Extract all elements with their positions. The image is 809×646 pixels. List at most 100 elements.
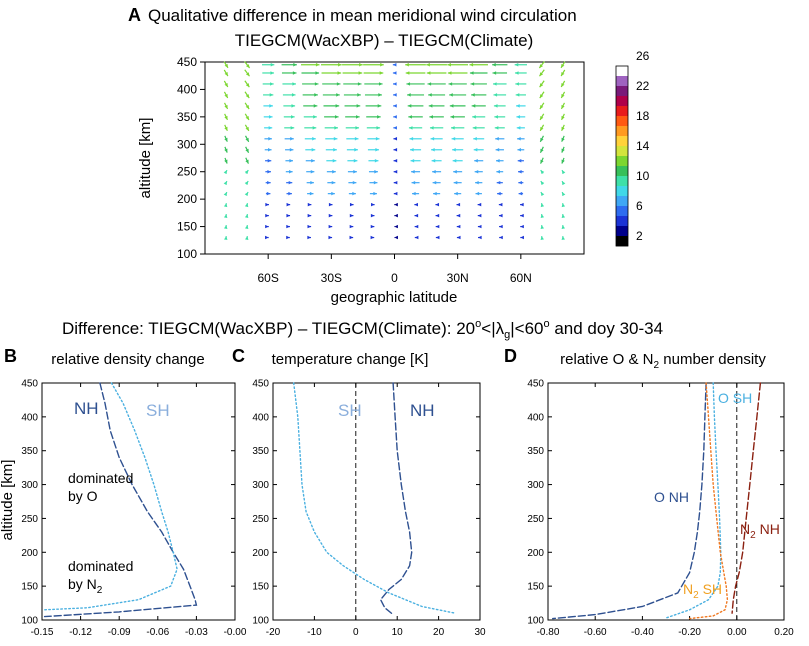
wind-vector-head [380,63,384,67]
wind-vector-head [470,82,475,86]
panel-a-ytick-label: 400 [177,82,197,96]
wind-vector-head [312,126,317,130]
xtick-label: -0.15 [31,627,54,638]
wind-vector-head [244,170,249,175]
panel-b-series [43,382,198,618]
wind-vector-head [313,115,317,119]
wind-vector-head [540,148,544,153]
wind-vector-head [356,104,361,108]
wind-vector-head [561,72,565,77]
ytick-label: 300 [21,480,38,491]
wind-vector-head [267,169,271,174]
ytick-label: 100 [252,616,269,627]
wind-vector-head [495,148,500,152]
wind-vector-head [355,126,360,130]
wind-vector-head [224,126,228,131]
wind-vector-head [520,224,524,229]
wind-vector-head [426,63,430,67]
wind-vector-head [539,64,543,68]
wind-vector-head [496,169,500,174]
wind-vector-head [223,181,227,186]
colorbar-swatch [616,126,628,137]
wind-vector-head [293,63,297,67]
wind-vector-head [378,93,382,97]
colorbar-swatch [616,196,628,207]
wind-vector-head [540,115,544,120]
wind-vector-head [244,181,249,186]
colorbar-swatch [616,176,628,187]
colorbar-label: 6 [636,199,643,213]
wind-vector-head [224,82,228,87]
wind-vector-head [561,148,565,153]
panel-c-axes: 100 150 200 250 300 350 400 450 -20 -10 0 10 20 30 [252,379,486,639]
colorbar-label: 18 [636,109,650,123]
wind-vector-head [393,180,398,185]
wind-vector-head [456,224,461,229]
wind-vector-head [336,93,340,97]
wind-vector-head [492,71,497,75]
xtick-label: -0.09 [108,627,131,638]
wind-vector-head [224,148,228,153]
wind-vector-head [561,225,566,229]
ytick-label: 150 [21,582,38,593]
panel-a-wind-vectors [223,61,566,240]
panel-c-letter: C [232,346,245,366]
wind-vector-head [352,191,356,196]
wind-vector-head [493,93,498,97]
wind-vector-head [539,72,544,77]
figure-subtitle: Difference: TIEGCM(WacXBP) – TIEGCM(Clim… [62,318,663,341]
wind-vector-head [499,235,503,240]
ytick-label: 400 [252,412,269,423]
wind-vector-head [451,137,456,141]
wind-vector-head [370,235,375,240]
wind-vector-head [540,159,544,164]
wind-vector-head [499,224,503,229]
wind-vector-head [406,82,411,86]
wind-vector-head [475,191,480,196]
wind-vector-head [562,181,566,186]
wind-vector-head [267,148,272,152]
ytick-label: 350 [252,446,269,457]
wind-vector-head [244,203,249,208]
wind-vector-head [514,63,519,67]
wind-vector-head [414,213,419,218]
ytick-label: 300 [527,480,544,491]
wind-vector-head [310,180,314,185]
wind-vector-head [471,104,476,108]
panel-a-xlabel: geographic latitude [331,289,458,306]
wind-vector-head [332,159,337,163]
wind-vector-head [498,213,503,218]
colorbar-swatch [616,166,628,177]
colorbar-swatch [616,116,628,127]
wind-vector-head [353,159,358,163]
wind-vector-head [492,63,496,67]
wind-vector-head [453,169,457,174]
wind-vector-head [370,213,375,218]
wind-vector-head [224,236,228,240]
wind-vector-head [393,93,397,97]
colorbar-swatch [616,186,628,197]
wind-vector-head [516,126,521,130]
wind-vector-head [359,63,363,67]
wind-vector-head [520,213,524,218]
wind-vector-head [373,191,377,196]
wind-vector-head [270,71,275,75]
wind-vector-head [497,191,501,196]
wind-vector-head [494,126,499,130]
colorbar-swatch [616,226,628,237]
wind-vector-head [352,180,357,185]
panel-a-letter: A [128,5,141,25]
wind-vector-head [475,180,479,185]
wind-vector-head [224,115,228,120]
wind-vector-head [291,115,295,119]
wind-vector-head [349,213,354,218]
wind-vector-head [412,191,416,196]
colorbar-swatch [616,96,628,107]
ytick-label: 200 [527,548,544,559]
wind-vector-head [335,104,340,108]
wind-vector-head [561,137,565,142]
wind-vector-head [478,235,482,240]
wind-vector-head [328,213,333,218]
wind-vector-head [561,82,565,87]
